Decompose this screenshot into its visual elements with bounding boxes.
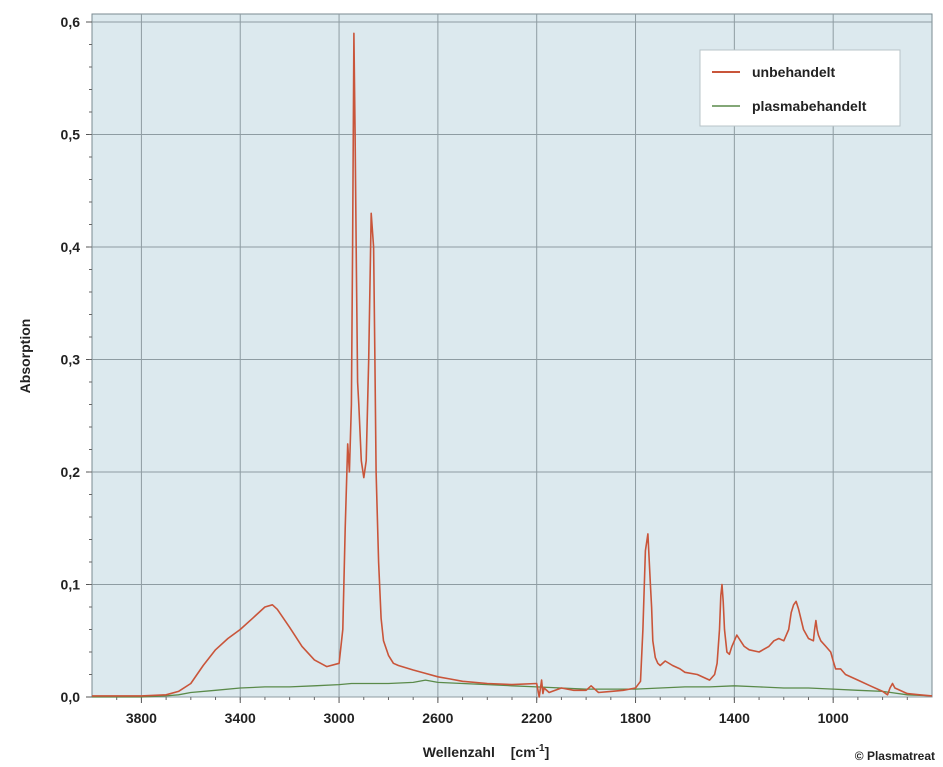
series-line-unbehandelt — [92, 32, 933, 698]
legend-label-unbehandelt: unbehandelt — [752, 64, 836, 80]
y-tick-label: 0,2 — [61, 464, 81, 480]
y-tick-labels: 0,0 0,1 0,2 0,3 0,4 0,5 0,6 — [61, 14, 81, 705]
legend-box — [699, 49, 901, 127]
y-tick-label: 0,4 — [61, 239, 81, 255]
x-tick-label: 1800 — [620, 710, 651, 726]
copyright-credit: © Plasmatreat — [855, 749, 935, 763]
y-tick-label: 0,3 — [61, 352, 81, 368]
minor-ticks — [89, 44, 908, 700]
grid — [86, 14, 932, 703]
legend: unbehandelt plasmabehandelt — [699, 49, 901, 127]
y-axis-title: Absorption — [17, 319, 33, 394]
y-tick-label: 0,0 — [61, 689, 81, 705]
legend-label-plasmabehandelt: plasmabehandelt — [752, 98, 867, 114]
x-tick-label: 1000 — [818, 710, 849, 726]
x-axis-unit-exponent: -1 — [536, 743, 545, 754]
x-axis-title: Wellenzahl [cm-1] — [423, 743, 549, 760]
series-line-plasmabehandelt — [92, 679, 933, 698]
y-tick-label: 0,5 — [61, 127, 81, 143]
x-tick-label: 3400 — [225, 710, 256, 726]
x-tick-label: 1400 — [719, 710, 750, 726]
x-tick-label: 2600 — [422, 710, 453, 726]
x-axis-label: Wellenzahl — [423, 744, 495, 760]
x-tick-labels: 3800 3400 3000 2600 2200 1800 1400 1000 — [126, 710, 849, 726]
x-tick-label: 3800 — [126, 710, 157, 726]
x-axis-unit-close: ] — [545, 744, 550, 760]
x-tick-label: 3000 — [323, 710, 354, 726]
x-tick-label: 2200 — [521, 710, 552, 726]
y-tick-label: 0,6 — [61, 14, 81, 30]
plot-area — [91, 13, 933, 698]
y-tick-label: 0,1 — [61, 577, 81, 593]
x-axis-unit: [cm — [511, 744, 536, 760]
series-layer — [92, 32, 933, 698]
